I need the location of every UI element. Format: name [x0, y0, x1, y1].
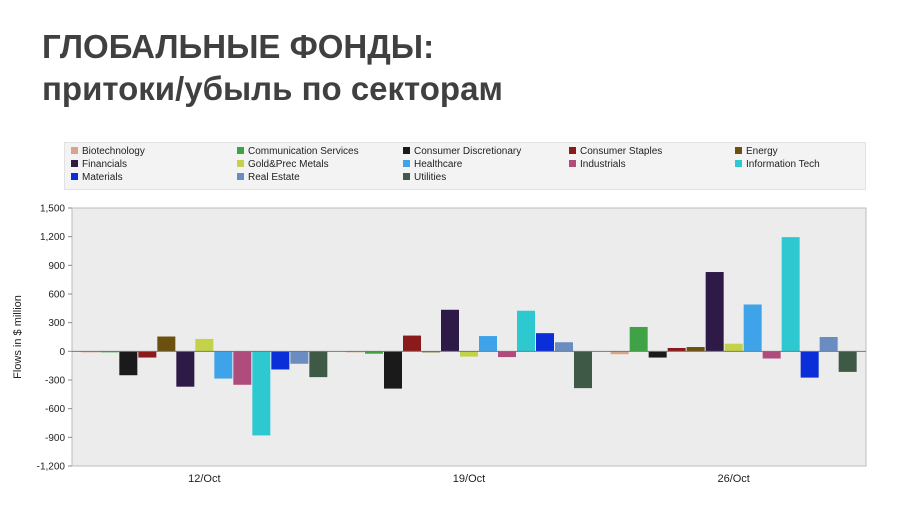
legend-swatch	[237, 173, 244, 180]
bar-healthcare-12-oct	[214, 351, 233, 379]
bar-real-estate-12-oct	[290, 351, 309, 364]
bar-consumer-discretionary-12-oct	[119, 351, 138, 376]
bar-information-tech-19-oct	[517, 310, 535, 352]
legend-swatch	[71, 160, 78, 167]
legend-swatch	[403, 173, 410, 180]
legend-label: Communication Services	[248, 146, 359, 157]
title-line-2: притоки/убыль по секторам	[42, 70, 503, 107]
legend-swatch	[569, 160, 576, 167]
slide-title: ГЛОБАЛЬНЫЕ ФОНДЫ: притоки/убыль по секто…	[42, 26, 503, 110]
legend-item-consumer-discretionary: Consumer Discretionary	[403, 146, 521, 158]
bar-utilities-19-oct	[574, 351, 592, 389]
legend-label: Utilities	[414, 172, 447, 183]
legend-label: Gold&Prec Metals	[248, 159, 329, 170]
legend-swatch	[237, 147, 244, 154]
legend-label: Information Tech	[746, 159, 820, 170]
bar-consumer-staples-12-oct	[138, 351, 157, 358]
bar-consumer-staples-26-oct	[667, 347, 686, 352]
legend-swatch	[735, 147, 742, 154]
bar-real-estate-19-oct	[555, 342, 573, 352]
y-tick-label: -300	[45, 376, 65, 387]
y-tick-label: 1,500	[40, 204, 65, 215]
legend-item-information-tech: Information Tech	[735, 159, 820, 171]
legend-label: Real Estate	[248, 172, 300, 183]
legend-label: Financials	[82, 159, 128, 170]
bar-energy-26-oct	[686, 347, 705, 352]
bar-industrials-12-oct	[233, 351, 252, 385]
legend-item-healthcare: Healthcare	[403, 159, 462, 171]
legend-item-materials: Materials	[71, 172, 123, 184]
plot-area	[71, 207, 867, 467]
bar-communication-services-19-oct	[365, 351, 383, 354]
bar-financials-26-oct	[705, 272, 724, 352]
y-tick-label: -900	[45, 433, 65, 444]
legend-item-financials: Financials	[71, 159, 127, 171]
legend-label: Energy	[746, 146, 778, 157]
bar-biotechnology-26-oct	[610, 351, 629, 355]
bar-healthcare-19-oct	[479, 336, 497, 352]
bar-information-tech-26-oct	[781, 237, 800, 352]
legend-swatch	[403, 160, 410, 167]
y-tick-label: 600	[48, 290, 65, 301]
legend-label: Materials	[82, 172, 123, 183]
bar-financials-12-oct	[176, 351, 195, 387]
legend-swatch	[735, 160, 742, 167]
bar-materials-26-oct	[800, 351, 819, 378]
legend-swatch	[569, 147, 576, 154]
x-category-label: 12/Oct	[188, 473, 220, 485]
legend-label: Biotechnology	[82, 146, 145, 157]
title-line-1: ГЛОБАЛЬНЫЕ ФОНДЫ:	[42, 28, 435, 65]
x-category-label: 26/Oct	[717, 473, 749, 485]
legend-label: Consumer Discretionary	[414, 146, 522, 157]
legend-label: Industrials	[580, 159, 626, 170]
x-category-label: 19/Oct	[453, 473, 485, 485]
bar-industrials-19-oct	[498, 351, 516, 358]
bar-financials-19-oct	[441, 309, 459, 352]
bar-industrials-26-oct	[762, 351, 781, 359]
legend-swatch	[237, 160, 244, 167]
legend-item-energy: Energy	[735, 146, 778, 158]
bar-consumer-staples-19-oct	[403, 335, 421, 352]
legend-item-utilities: Utilities	[403, 172, 446, 184]
bar-communication-services-26-oct	[629, 326, 648, 352]
legend-swatch	[71, 173, 78, 180]
y-tick-label: 300	[48, 318, 65, 329]
legend-label: Healthcare	[414, 159, 463, 170]
y-tick-label: -600	[45, 404, 65, 415]
bar-energy-12-oct	[157, 336, 176, 352]
bar-gold-prec-metals-26-oct	[724, 343, 743, 352]
y-tick-label: 900	[48, 261, 65, 272]
y-tick-label: -1,200	[37, 462, 66, 473]
bar-consumer-discretionary-19-oct	[384, 351, 402, 389]
bar-consumer-discretionary-26-oct	[648, 351, 667, 358]
bar-utilities-26-oct	[838, 351, 857, 372]
legend-item-industrials: Industrials	[569, 159, 626, 171]
legend-swatch	[403, 147, 410, 154]
chart-legend: Biotechnology Communication Services Consu…	[64, 142, 866, 190]
legend-item-real-estate: Real Estate	[237, 172, 300, 184]
bar-gold-prec-metals-19-oct	[460, 351, 478, 357]
legend-item-consumer-staples: Consumer Staples	[569, 146, 662, 158]
legend-item-communication-services: Communication Services	[237, 146, 359, 158]
bar-information-tech-12-oct	[252, 351, 271, 436]
legend-swatch	[71, 147, 78, 154]
legend-item-biotechnology: Biotechnology	[71, 146, 145, 158]
bar-utilities-12-oct	[309, 351, 328, 378]
legend-label: Consumer Staples	[580, 146, 663, 157]
y-axis-title: Flows in $ million	[12, 295, 24, 379]
bar-materials-12-oct	[271, 351, 290, 370]
bar-gold-prec-metals-12-oct	[195, 338, 214, 352]
y-tick-label: 1,200	[40, 232, 65, 243]
bar-real-estate-26-oct	[819, 337, 838, 352]
bar-materials-19-oct	[536, 333, 554, 352]
bar-chart: 1,500 1,200 900 600 300 0 -300 -600 -900 -1,200 Fl…	[12, 204, 867, 485]
y-tick-label: 0	[59, 347, 65, 358]
bar-healthcare-26-oct	[743, 304, 762, 352]
legend-item-gold-prec-metals: Gold&Prec Metals	[237, 159, 329, 171]
